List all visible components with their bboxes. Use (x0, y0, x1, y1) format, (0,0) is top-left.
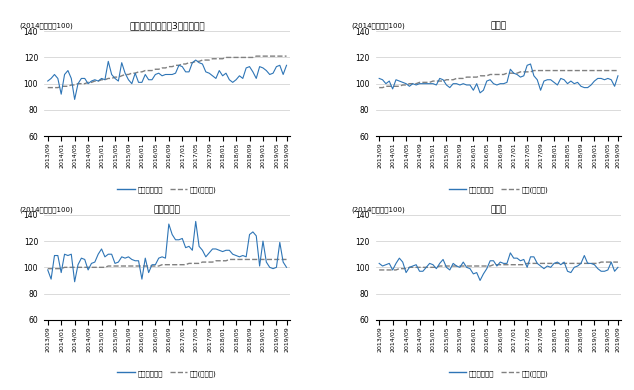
Title: 横浜市: 横浜市 (491, 21, 507, 30)
Text: (2014年平均＝100): (2014年平均＝100) (20, 206, 74, 213)
Title: さいたま市: さいたま市 (153, 205, 181, 214)
Text: (2014年平均＝100): (2014年平均＝100) (351, 206, 405, 213)
Title: 東京都区部（都心3区を除く）: 東京都区部（都心3区を除く） (129, 21, 205, 30)
Legend: 中古戸建住宅, 地価(住宅地): 中古戸建住宅, 地価(住宅地) (446, 183, 551, 196)
Legend: 中古戸建住宅, 地価(住宅地): 中古戸建住宅, 地価(住宅地) (115, 367, 219, 379)
Legend: 中古戸建住宅, 地価(住宅地): 中古戸建住宅, 地価(住宅地) (115, 183, 219, 196)
Legend: 中古戸建住宅, 地価(住宅地): 中古戸建住宅, 地価(住宅地) (446, 367, 551, 379)
Title: 千葉市: 千葉市 (491, 205, 507, 214)
Text: (2014年平均＝100): (2014年平均＝100) (20, 23, 74, 29)
Text: (2014年平均＝100): (2014年平均＝100) (351, 23, 405, 29)
